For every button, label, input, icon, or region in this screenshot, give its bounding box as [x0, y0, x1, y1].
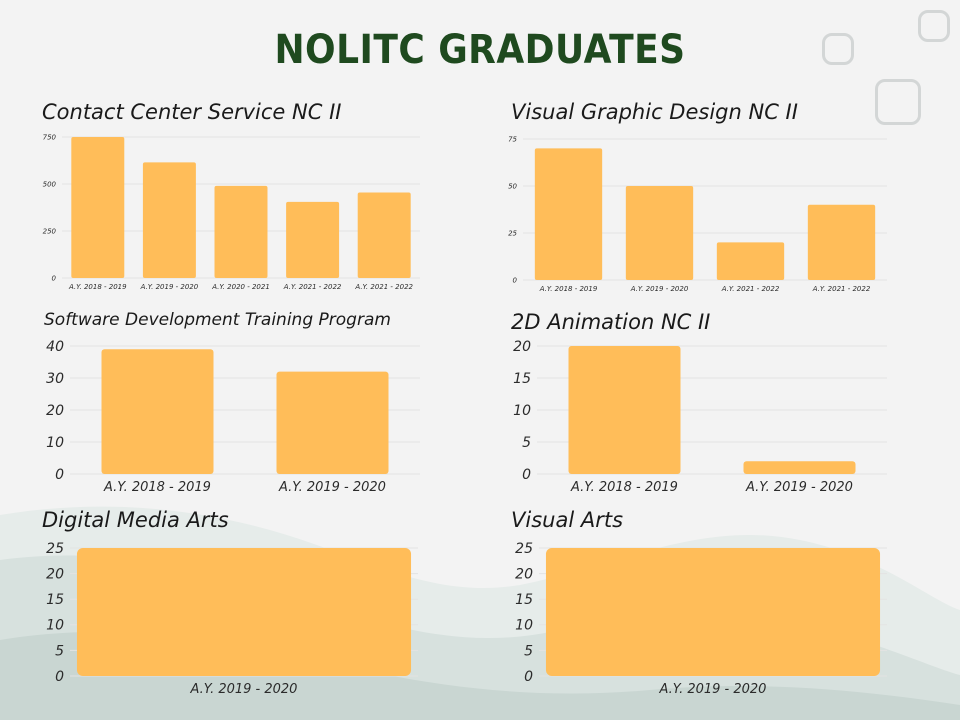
bar-chart: 0 10 20 30 40 A.Y. 2018 - 2019 A.Y. 2019 - 202… [46, 339, 420, 495]
bar [807, 204, 876, 280]
bar [625, 186, 694, 280]
y-tick-label: 5 [524, 643, 533, 659]
y-tick-label: 500 [43, 180, 57, 188]
bar-chart: 0 5 10 15 20 25 A.Y. 2019 - 2020 [46, 541, 418, 697]
chart-panel-software-development: Software Development Training Program 0 1… [44, 310, 434, 500]
y-tick-label: 10 [513, 403, 531, 419]
y-tick-label: 0 [522, 467, 531, 483]
x-tick-label: A.Y. 2019 - 2020 [745, 480, 853, 495]
x-tick-label: A.Y. 2018 - 2019 [103, 480, 211, 495]
bar [545, 548, 881, 676]
bar [214, 185, 268, 278]
x-tick-label: A.Y. 2019 - 2020 [278, 480, 386, 495]
x-tick-label: A.Y. 2019 - 2020 [140, 283, 199, 291]
decorative-square [918, 10, 950, 42]
bar [76, 548, 412, 676]
y-tick-label: 20 [46, 567, 64, 583]
chart-title: Contact Center Service NC II [42, 100, 342, 124]
y-tick-label: 30 [46, 371, 64, 387]
decorative-square [822, 33, 854, 65]
bar [286, 201, 340, 278]
bar-chart: 0 250 500 750 A.Y. 2018 - 2019 A.Y. 2019 - 20… [43, 133, 420, 291]
y-tick-label: 15 [515, 592, 533, 608]
bar [743, 461, 856, 474]
decorative-square [875, 79, 921, 125]
x-tick-label: A.Y. 2018 - 2019 [68, 283, 127, 291]
y-tick-label: 15 [513, 371, 531, 387]
y-tick-label: 50 [508, 182, 517, 190]
chart-panel-visual-arts: Visual Arts 0 5 10 15 20 25 A.Y. 2019 - 2020 [511, 508, 901, 708]
chart-panel-contact-center: Contact Center Service NC II 0 250 500 750 A… [42, 100, 432, 300]
bar [142, 162, 196, 278]
bar [716, 242, 785, 280]
bar-chart: 0 5 10 15 20 A.Y. 2018 - 2019 A.Y. 2019 - 2020 [513, 339, 887, 495]
x-tick-label: A.Y. 2018 - 2019 [570, 480, 678, 495]
bar [357, 192, 411, 278]
y-tick-label: 20 [513, 339, 531, 355]
x-tick-label: A.Y. 2018 - 2019 [539, 285, 598, 293]
bar [101, 349, 214, 474]
y-tick-label: 10 [515, 618, 533, 634]
y-tick-label: 0 [524, 669, 533, 685]
x-tick-label: A.Y. 2021 - 2022 [283, 283, 342, 291]
y-tick-label: 25 [46, 541, 64, 557]
y-tick-label: 750 [43, 133, 57, 141]
bar-chart: 0 5 10 15 20 25 A.Y. 2019 - 2020 [515, 541, 887, 697]
chart-panel-2d-animation: 2D Animation NC II 0 5 10 15 20 A.Y. 2018 - 2… [511, 310, 901, 500]
chart-title: Software Development Training Program [44, 310, 391, 330]
chart-title: Visual Arts [511, 508, 624, 532]
y-tick-label: 75 [508, 135, 517, 143]
x-tick-label: A.Y. 2021 - 2022 [812, 285, 871, 293]
bar [71, 137, 125, 278]
y-tick-label: 250 [43, 227, 57, 235]
chart-title: Digital Media Arts [42, 508, 229, 532]
y-tick-label: 20 [46, 403, 64, 419]
y-tick-label: 25 [508, 229, 517, 237]
chart-panel-visual-graphic-design: Visual Graphic Design NC II 0 25 50 75 A.Y. … [508, 100, 901, 300]
chart-title: Visual Graphic Design NC II [511, 100, 798, 124]
bar-chart: 0 25 50 75 A.Y. 2018 - 2019 A.Y. 2019 - 2020 A… [508, 135, 887, 293]
bar [534, 148, 603, 280]
bar [276, 371, 389, 474]
y-tick-label: 10 [46, 618, 64, 634]
x-tick-label: A.Y. 2021 - 2022 [354, 283, 413, 291]
y-tick-label: 10 [46, 435, 64, 451]
y-tick-label: 0 [513, 276, 518, 284]
x-tick-label: A.Y. 2019 - 2020 [630, 285, 689, 293]
y-tick-label: 0 [52, 274, 57, 282]
x-tick-label: A.Y. 2019 - 2020 [659, 682, 767, 697]
y-tick-label: 5 [55, 643, 64, 659]
x-tick-label: A.Y. 2021 - 2022 [721, 285, 780, 293]
y-tick-label: 5 [522, 435, 531, 451]
chart-title: 2D Animation NC II [511, 310, 711, 334]
chart-panel-digital-media-arts: Digital Media Arts 0 5 10 15 20 25 A.Y. 2019 -… [42, 508, 432, 708]
y-tick-label: 20 [515, 567, 533, 583]
y-tick-label: 0 [55, 669, 64, 685]
y-tick-label: 25 [515, 541, 533, 557]
x-tick-label: A.Y. 2020 - 2021 [211, 283, 270, 291]
bar [568, 346, 681, 474]
y-tick-label: 0 [55, 467, 64, 483]
page-title: NOLITC GRADUATES [274, 27, 686, 73]
x-tick-label: A.Y. 2019 - 2020 [190, 682, 298, 697]
y-tick-label: 15 [46, 592, 64, 608]
y-tick-label: 40 [46, 339, 64, 355]
